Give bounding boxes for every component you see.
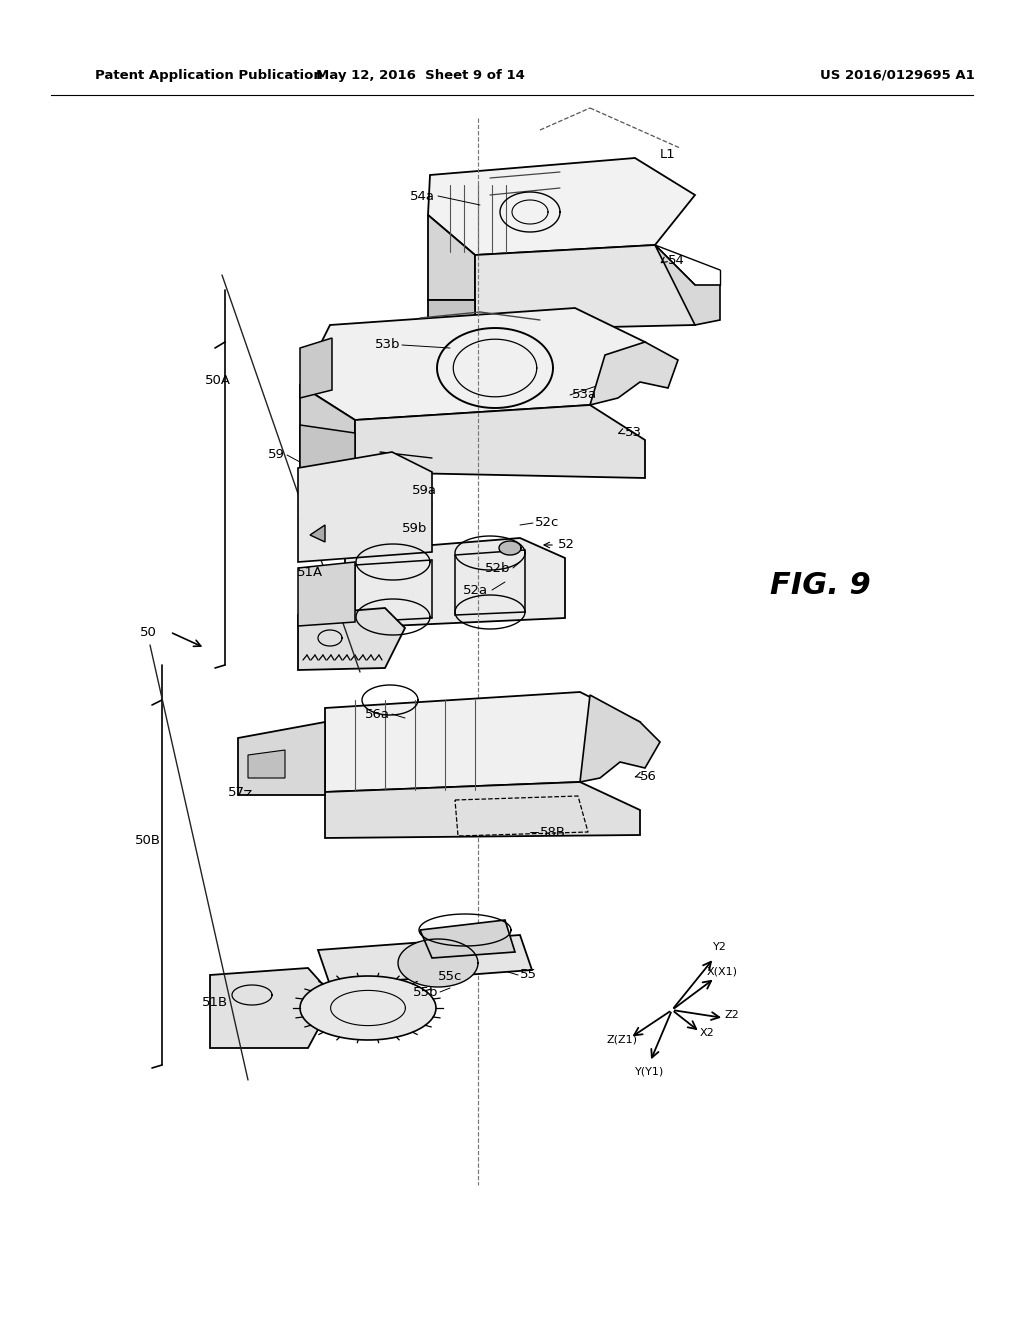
Polygon shape [325, 692, 640, 792]
Text: 52b: 52b [484, 561, 510, 574]
Polygon shape [580, 696, 660, 781]
Polygon shape [298, 451, 432, 562]
Text: 55b: 55b [413, 986, 438, 998]
Polygon shape [590, 342, 678, 405]
Text: 53b: 53b [375, 338, 400, 351]
Text: May 12, 2016  Sheet 9 of 14: May 12, 2016 Sheet 9 of 14 [315, 69, 524, 82]
Polygon shape [428, 158, 695, 255]
Text: 59: 59 [268, 449, 285, 462]
Text: 50: 50 [139, 626, 157, 639]
Polygon shape [318, 935, 532, 985]
Polygon shape [310, 525, 325, 543]
Text: 59b: 59b [402, 521, 427, 535]
Polygon shape [285, 742, 325, 792]
Text: 51A: 51A [297, 566, 323, 579]
Text: 50B: 50B [135, 833, 161, 846]
Text: 52: 52 [558, 539, 575, 552]
Text: Z(Z1): Z(Z1) [606, 1034, 638, 1044]
Text: Y(Y1): Y(Y1) [635, 1067, 665, 1077]
Polygon shape [428, 215, 475, 300]
Text: 54: 54 [668, 253, 685, 267]
Polygon shape [420, 920, 515, 958]
Text: 58B: 58B [540, 825, 566, 838]
Polygon shape [248, 750, 285, 777]
Text: X2: X2 [699, 1028, 715, 1038]
Text: 52a: 52a [463, 583, 488, 597]
Text: X(X1): X(X1) [707, 966, 737, 975]
Text: 50A: 50A [205, 374, 231, 387]
Polygon shape [300, 425, 355, 473]
Polygon shape [655, 246, 720, 325]
Text: L1: L1 [660, 149, 676, 161]
Text: 52c: 52c [535, 516, 559, 529]
Polygon shape [210, 968, 335, 1048]
Polygon shape [238, 722, 325, 795]
Polygon shape [300, 975, 436, 1040]
Text: US 2016/0129695 A1: US 2016/0129695 A1 [820, 69, 975, 82]
Text: Patent Application Publication: Patent Application Publication [95, 69, 323, 82]
Polygon shape [298, 562, 355, 626]
Polygon shape [300, 308, 645, 420]
Polygon shape [398, 939, 478, 987]
Polygon shape [325, 781, 640, 838]
Text: 53a: 53a [572, 388, 597, 401]
Text: Z2: Z2 [725, 1010, 739, 1020]
Text: 54a: 54a [410, 190, 435, 202]
Polygon shape [499, 541, 521, 554]
Text: 56a: 56a [365, 708, 390, 721]
Polygon shape [345, 539, 565, 628]
Polygon shape [475, 246, 695, 330]
Polygon shape [298, 609, 406, 671]
Text: FIG. 9: FIG. 9 [770, 570, 870, 599]
Polygon shape [355, 405, 645, 478]
Text: 59a: 59a [412, 484, 437, 498]
Text: 57: 57 [228, 785, 245, 799]
Text: 51B: 51B [202, 995, 228, 1008]
Text: 55: 55 [520, 969, 537, 982]
Polygon shape [428, 300, 475, 330]
Text: 55c: 55c [437, 970, 462, 983]
Polygon shape [300, 338, 332, 399]
Text: 53: 53 [625, 425, 642, 438]
Text: 55a: 55a [465, 932, 490, 945]
Text: Y2: Y2 [713, 942, 727, 952]
Text: 56: 56 [640, 770, 656, 783]
Polygon shape [300, 385, 355, 473]
